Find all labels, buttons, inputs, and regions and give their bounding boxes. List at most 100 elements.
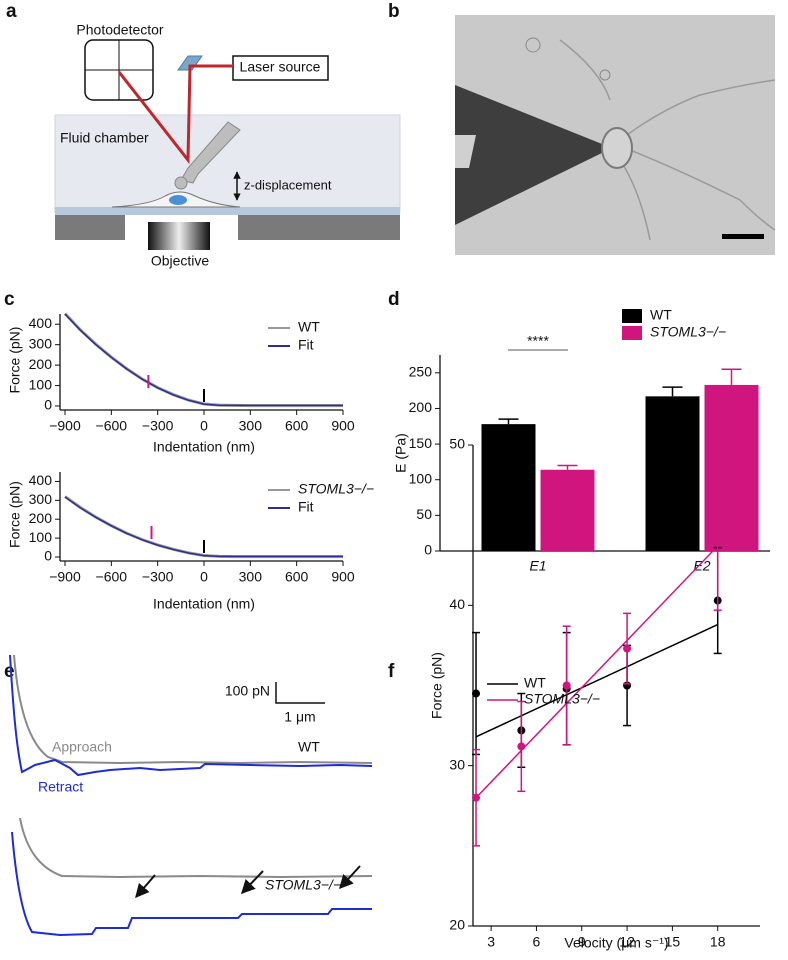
force-traces <box>9 654 373 937</box>
y-tick-label: 200 <box>29 510 53 526</box>
x-tick-label: 6 <box>533 934 541 950</box>
y-tick-label: 20 <box>449 917 465 933</box>
approach-trace <box>13 654 373 765</box>
x-tick-label: 0 <box>200 569 208 585</box>
debris <box>599 69 611 81</box>
cantilever <box>455 85 612 225</box>
panel-label: b <box>388 1 400 22</box>
fit-line <box>475 545 719 799</box>
legend-label: STOML3−/− <box>298 481 374 497</box>
y-tick-label: 0 <box>44 397 52 413</box>
trace-label: WT <box>298 739 320 755</box>
bar <box>540 469 595 551</box>
x-tick-label: 18 <box>710 934 726 950</box>
y-tick-label: 100 <box>29 376 53 392</box>
y-tick-label: 250 <box>409 364 433 380</box>
x-tick-label: −300 <box>142 418 174 434</box>
glass-slide <box>55 207 400 215</box>
legend-label: STOML3−/− <box>524 691 600 707</box>
objective <box>148 222 210 250</box>
y-axis-label: Force (pN) <box>7 327 23 394</box>
retract-trace <box>9 654 373 777</box>
bar <box>645 396 700 551</box>
x-axis-label: Velocity (μm s⁻¹) <box>564 935 668 951</box>
fit-line <box>475 623 719 738</box>
arrow <box>135 874 156 899</box>
scale-bar <box>275 682 325 704</box>
point <box>472 689 481 698</box>
cell <box>601 127 633 169</box>
y-tick-label: 400 <box>29 315 53 331</box>
stage <box>238 215 400 240</box>
y-tick-label: 50 <box>449 436 465 452</box>
y-tick-label: 30 <box>449 756 465 772</box>
point <box>623 644 632 653</box>
bead <box>174 176 188 190</box>
y-tick-label: 300 <box>29 491 53 507</box>
x-tick-label: −600 <box>96 569 128 585</box>
legend-label: WT <box>298 319 320 335</box>
legend-label: Fit <box>298 337 314 353</box>
neurite <box>559 39 776 241</box>
x-tick-label: 3 <box>487 934 495 950</box>
x-tick-label: −600 <box>96 418 128 434</box>
x-tick-label: E1 <box>529 558 546 574</box>
retract-trace <box>11 831 372 937</box>
trace-label: STOML3−/− <box>265 877 341 893</box>
label: Objective <box>151 253 210 269</box>
x-tick-label: 900 <box>331 569 355 585</box>
schematic: Photodetector Laser source Fluid chamber… <box>54 22 401 269</box>
line <box>64 496 343 558</box>
x-tick-label: −900 <box>49 569 81 585</box>
approach-trace <box>19 817 373 879</box>
y-tick-label: 0 <box>44 548 52 564</box>
point <box>562 681 571 690</box>
y-tick-label: 100 <box>409 470 433 486</box>
label: Fluid chamber <box>60 130 149 146</box>
label: z-displacement <box>244 177 332 192</box>
trace-label: Approach <box>52 739 112 755</box>
y-tick-label: 40 <box>449 596 465 612</box>
x-tick-label: 9 <box>578 934 586 950</box>
panel-label: d <box>388 289 400 310</box>
x-tick-label: 0 <box>200 418 208 434</box>
y-tick-label: 200 <box>409 399 433 415</box>
laser-box <box>232 55 329 81</box>
x-tick-label: 900 <box>331 418 355 434</box>
y-tick-label: 400 <box>29 472 53 488</box>
y-tick-label: 150 <box>409 435 433 451</box>
label: Photodetector <box>76 22 164 38</box>
y-tick-label: 0 <box>424 542 432 558</box>
x-tick-label: −900 <box>49 418 81 434</box>
x-tick-label: 15 <box>665 934 681 950</box>
x-axis-label: Indentation (nm) <box>153 439 255 455</box>
scale-label: 1 μm <box>284 709 315 725</box>
x-tick-label: 600 <box>285 418 309 434</box>
point <box>472 793 481 802</box>
y-axis-label: Force (pN) <box>7 481 23 548</box>
y-axis-label: E (Pa) <box>393 433 409 473</box>
legend-label: WT <box>524 675 546 691</box>
mirror <box>177 55 203 71</box>
debris <box>525 37 541 53</box>
x-axis-label: Indentation (nm) <box>153 596 255 612</box>
x-tick-label: 12 <box>619 934 635 950</box>
line <box>64 313 343 407</box>
arrow <box>339 865 361 890</box>
arrow <box>241 870 264 895</box>
y-tick-label: 100 <box>29 529 53 545</box>
cantilever <box>180 121 241 184</box>
x-tick-label: 300 <box>239 418 263 434</box>
y-tick-label: 200 <box>29 356 53 372</box>
bar <box>481 424 536 551</box>
scale-bar <box>722 234 764 239</box>
panel-label: a <box>6 1 17 22</box>
y-axis-label: Force (pN) <box>429 652 445 719</box>
laser-beam <box>117 64 233 165</box>
x-tick-label: −300 <box>142 569 174 585</box>
scale-label: 100 pN <box>225 683 270 699</box>
panel-label: e <box>4 661 15 682</box>
y-tick-label: 50 <box>416 506 432 522</box>
legend-swatch <box>622 309 642 323</box>
